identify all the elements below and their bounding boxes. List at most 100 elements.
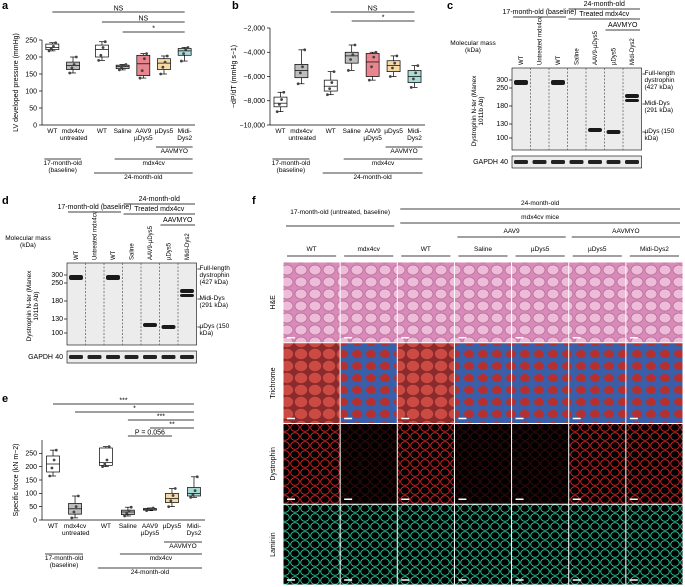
panel-letter: d bbox=[2, 195, 9, 207]
data-point bbox=[165, 54, 169, 58]
lane-label: WT bbox=[74, 250, 80, 260]
mass-tick-label: 180 bbox=[51, 298, 63, 305]
loading-control-label: GAPDH bbox=[473, 159, 498, 166]
column-label: WT bbox=[420, 246, 431, 253]
micrograph bbox=[340, 504, 397, 585]
significance-label: * bbox=[382, 15, 385, 22]
band bbox=[180, 294, 194, 297]
x-tick-label: µDys5 bbox=[162, 523, 182, 530]
group-label: 24-month-old bbox=[130, 569, 170, 576]
x-tick-label: Midi-Dys2 bbox=[407, 128, 422, 142]
y-tick-label: 150 bbox=[25, 477, 37, 484]
lane-label: WT bbox=[519, 55, 525, 65]
y-tick-label: 250 bbox=[25, 451, 37, 458]
band bbox=[625, 94, 639, 98]
group-label: 24-month-old bbox=[124, 174, 163, 181]
micrograph bbox=[397, 343, 454, 423]
data-point bbox=[68, 71, 72, 75]
y-tick-label: 50 bbox=[29, 504, 37, 511]
mass-tick-label: 40 bbox=[500, 159, 508, 166]
data-point bbox=[163, 60, 167, 64]
data-point bbox=[117, 68, 121, 72]
box bbox=[344, 51, 359, 64]
data-point bbox=[138, 76, 142, 80]
band-label: µDys (150 kDa) bbox=[644, 128, 675, 142]
data-point bbox=[184, 48, 188, 51]
band bbox=[551, 160, 565, 164]
x-tick-label: mdx4cv untreated bbox=[60, 128, 88, 142]
x-tick-label: Midi-Dys2 bbox=[177, 128, 193, 142]
data-point bbox=[76, 494, 80, 498]
data-point bbox=[303, 48, 307, 52]
x-tick-label: WT bbox=[47, 128, 58, 135]
band bbox=[569, 160, 584, 164]
micrograph bbox=[397, 262, 454, 343]
mass-tick-label: 40 bbox=[55, 354, 63, 361]
data-point bbox=[52, 45, 55, 48]
band bbox=[87, 355, 102, 359]
blot-y-label: Dystrophin N-ter (Manex 1011b Ab) bbox=[471, 75, 485, 147]
histology-header: AAV9 bbox=[503, 228, 520, 235]
x-tick-label: Midi-Dys2 bbox=[186, 523, 202, 537]
group-label: 17-month-old (baseline) bbox=[44, 555, 84, 569]
data-point bbox=[370, 65, 373, 69]
y-tick-label: 200 bbox=[25, 54, 37, 61]
y-tick-label: −10,000 bbox=[240, 122, 266, 129]
mass-tick-label: 100 bbox=[496, 135, 508, 142]
group-label: 24-month-old bbox=[353, 174, 392, 181]
band-label: Midi-Dys (291 kDa) bbox=[644, 100, 674, 114]
row-label: H&E bbox=[270, 295, 277, 310]
column-label: Saline bbox=[473, 246, 493, 253]
mass-tick-label: 130 bbox=[496, 121, 508, 128]
band bbox=[143, 323, 157, 327]
box bbox=[95, 44, 109, 58]
data-point bbox=[416, 64, 420, 67]
blot-header: AAVMYO bbox=[163, 217, 193, 224]
column-label: Midi-Dys2 bbox=[639, 246, 669, 253]
significance-label: *** bbox=[119, 398, 127, 405]
micrograph bbox=[454, 262, 512, 343]
data-point bbox=[107, 445, 111, 449]
lane-label: Saline bbox=[130, 243, 136, 260]
data-point bbox=[101, 465, 104, 469]
group-label: mdx4cv bbox=[149, 555, 173, 562]
micrograph bbox=[283, 504, 340, 585]
lane-label: WT bbox=[111, 250, 117, 260]
blot-header: 24-month-old bbox=[584, 1, 625, 8]
data-point bbox=[412, 77, 415, 81]
x-tick-label: WT bbox=[275, 128, 286, 135]
band-label: Full-length dystrophin (427 kDa) bbox=[644, 70, 675, 91]
lane-label: Midi-Dys2 bbox=[630, 38, 636, 65]
micrograph bbox=[569, 262, 626, 343]
significance-label: * bbox=[133, 406, 136, 413]
data-point bbox=[143, 57, 146, 61]
data-point bbox=[125, 511, 129, 515]
x-tick-label: WT bbox=[325, 128, 336, 135]
y-axis-label: −dP/dT (mmHg s−1) bbox=[231, 45, 238, 108]
panel-letter: e bbox=[2, 393, 8, 405]
mass-tick-label: 180 bbox=[496, 103, 508, 110]
box bbox=[136, 54, 151, 77]
data-point bbox=[191, 493, 195, 497]
micrograph bbox=[626, 262, 683, 343]
group-label: mdx4cv bbox=[371, 160, 395, 167]
data-point bbox=[179, 59, 183, 63]
data-point bbox=[330, 81, 334, 84]
y-tick-label: −8,000 bbox=[243, 98, 265, 105]
blot-y-label: Dystrophin N-ter (Manex 1011b Ab) bbox=[26, 270, 40, 342]
y-tick-label: 100 bbox=[25, 491, 37, 498]
data-point bbox=[353, 43, 357, 47]
row-label: Trichrome bbox=[270, 367, 277, 398]
band bbox=[625, 160, 639, 164]
micrograph bbox=[512, 504, 569, 585]
data-point bbox=[367, 78, 371, 82]
x-tick-label: µDys5 bbox=[384, 128, 403, 135]
data-point bbox=[409, 86, 413, 89]
data-point bbox=[99, 53, 103, 57]
data-point bbox=[52, 458, 56, 462]
band bbox=[69, 355, 83, 359]
histology-header: 17-month-old (untreated, baseline) bbox=[290, 209, 390, 216]
band bbox=[143, 355, 157, 359]
data-point bbox=[103, 462, 107, 466]
